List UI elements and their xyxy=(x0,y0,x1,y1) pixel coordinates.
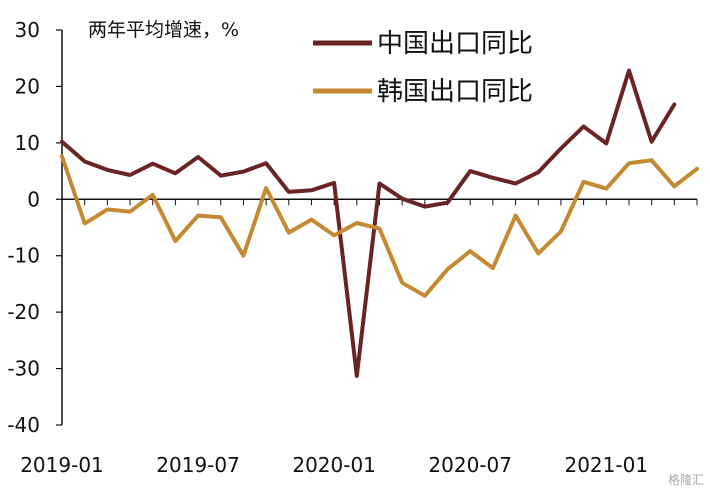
chart-subtitle: 两年平均增速，% xyxy=(88,19,239,41)
x-tick-label: 2019-01 xyxy=(20,453,104,477)
series-line-1 xyxy=(60,68,677,378)
y-tick-label: 20 xyxy=(15,74,40,98)
legend-label-1: 中国出口同比 xyxy=(377,29,533,59)
y-axis-ticks: 30 20 10 0 -10 -20 -30 -40 xyxy=(7,18,62,437)
series-line-2 xyxy=(60,154,699,298)
y-tick-label: -10 xyxy=(7,244,40,268)
y-tick-label: 30 xyxy=(15,18,40,42)
x-tick-label: 2019-07 xyxy=(156,453,240,477)
x-tick-label: 2020-01 xyxy=(292,453,376,477)
y-tick-label: -30 xyxy=(7,357,40,381)
y-tick-label: 0 xyxy=(27,187,40,211)
series-lines xyxy=(60,68,699,378)
y-tick-label: -20 xyxy=(7,300,40,324)
watermark: 格隆汇 xyxy=(667,473,704,487)
x-tick-label: 2020-07 xyxy=(428,453,512,477)
x-axis-ticks: 2019-01 2019-07 2020-01 2020-07 2021-01 xyxy=(20,199,698,477)
y-tick-label: -40 xyxy=(7,413,40,437)
legend-label-2: 韩国出口同比 xyxy=(377,77,533,107)
y-tick-label: 10 xyxy=(15,131,40,155)
x-tick-label: 2021-01 xyxy=(564,453,648,477)
